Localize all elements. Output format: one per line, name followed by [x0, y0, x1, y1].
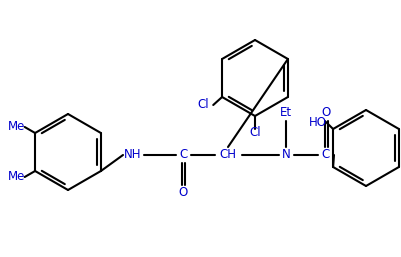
Text: C: C — [179, 149, 187, 161]
Text: HO: HO — [309, 115, 327, 128]
Text: Me: Me — [8, 170, 25, 183]
Text: CH: CH — [219, 149, 237, 161]
Text: Cl: Cl — [249, 125, 261, 139]
Text: O: O — [178, 187, 188, 199]
Text: O: O — [321, 106, 331, 120]
Text: Et: Et — [280, 106, 292, 120]
Text: N: N — [282, 149, 290, 161]
Text: Me: Me — [8, 121, 25, 133]
Text: C: C — [322, 149, 330, 161]
Text: NH: NH — [124, 149, 142, 161]
Text: Cl: Cl — [197, 98, 209, 112]
